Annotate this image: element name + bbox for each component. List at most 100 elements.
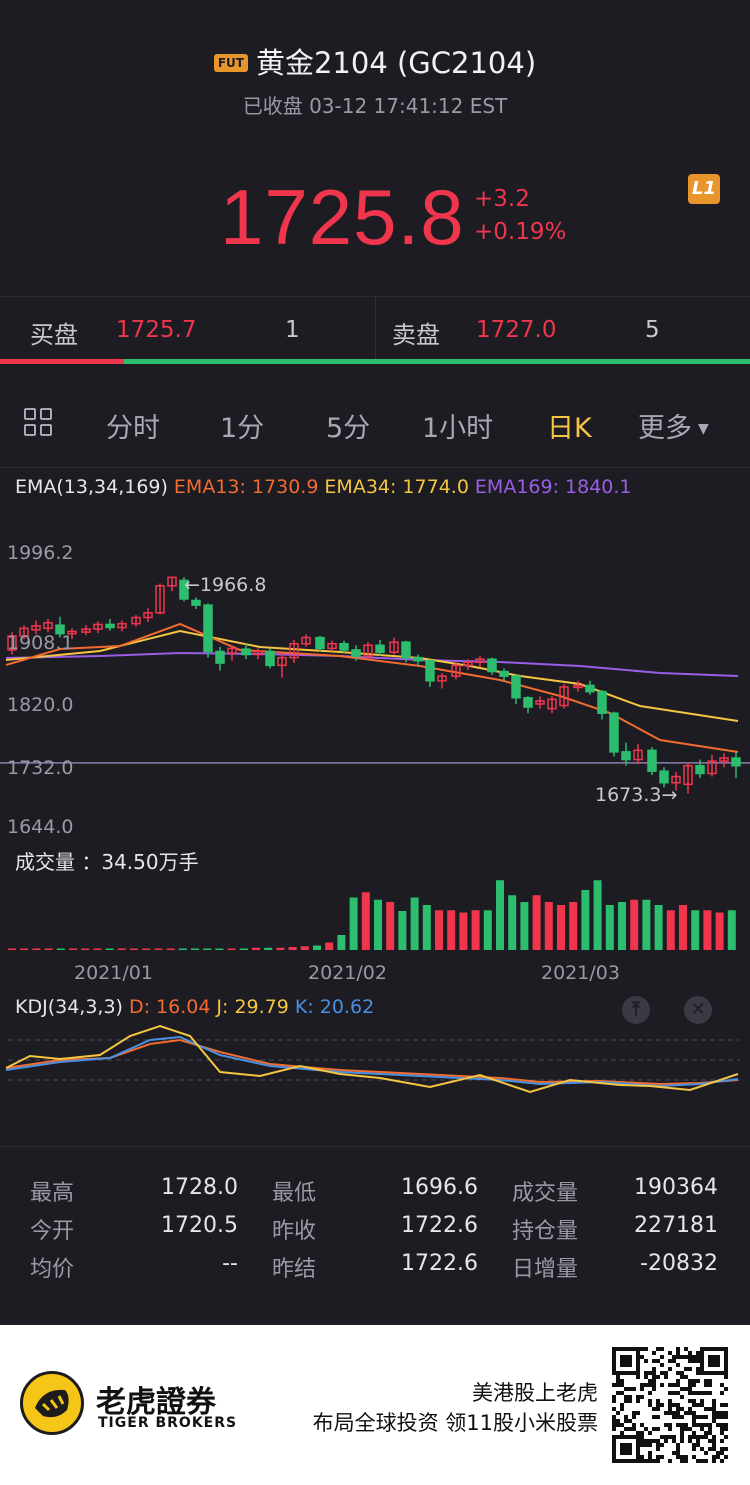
candle-body [167,576,177,587]
volume-bar [69,948,77,950]
volume-bar [20,948,29,950]
candle-body [523,697,533,708]
price-change-block: +3.2 +0.19% [474,183,566,249]
candle-body [93,623,103,630]
volume-bar [581,890,590,950]
candle-body [547,698,557,710]
volume-legend: 成交量 ：34.50万手 [15,850,199,874]
volume-bar [300,946,309,950]
candle-body [511,675,521,699]
volume-bar [288,947,297,950]
candle-body [451,664,461,677]
volume-bar [654,905,663,950]
tab-1min[interactable]: 1分 [220,413,265,444]
candle-body [401,641,411,659]
candle-body [155,585,165,614]
market-status: 已收盘 03-12 17:41:12 EST [242,94,508,118]
price-axis-mid: 1820.0 [7,694,74,716]
promo-slogan-1: 美港股上老虎 [472,1381,598,1405]
futures-badge: FUT [213,54,248,72]
kline-chart[interactable] [0,510,750,1140]
tab-5min[interactable]: 5分 [326,413,371,444]
volume-bar [227,948,236,950]
candle-body [659,770,669,784]
promo-footer: 老虎證券 TIGER BROKERS 美港股上老虎 布局全球投资 领11股小米股… [0,1325,750,1485]
pin-top-icon[interactable]: ⤒ [622,996,650,1024]
level1-badge[interactable]: L1 [688,174,720,204]
volume-bar [374,899,382,950]
candle-body [487,658,497,673]
close-icon[interactable]: ✕ [684,996,712,1024]
tab-more-label: 更多 [638,413,692,444]
kdj-j-line [5,1024,739,1094]
stat-prev-settle: 1722.6 [401,1251,478,1276]
candle-body [253,650,263,656]
candle-body [265,650,275,667]
instrument-title-row: FUT 黄金2104 (GC2104) [0,40,750,82]
last-price: 1725.8 [220,173,465,261]
candle-body [647,749,657,772]
tab-intraday[interactable]: 分时 [106,413,160,444]
stat-high: 1728.0 [161,1175,238,1200]
stat-oi-change: -20832 [640,1251,718,1276]
volume-bar [508,895,517,950]
tab-1hour[interactable]: 1小时 [422,413,494,444]
candle-body [327,642,337,650]
ema169-value: EMA169: 1840.1 [474,476,632,498]
volume-bar [361,892,370,950]
stat-open-label: 今开 [30,1219,75,1244]
candle-body [55,624,65,635]
candle-body [351,649,361,657]
volume-bar [471,910,480,950]
candle-body [559,686,569,707]
volume-bar [459,912,468,950]
volume-bar [715,912,724,950]
ema-legend: EMA(13,34,169) EMA13: 1730.9 EMA34: 1774.0… [15,476,638,498]
candle-body [573,684,583,689]
stat-prev-close: 1722.6 [401,1213,478,1238]
qr-code-icon [612,1347,728,1463]
volume-bar [166,948,175,950]
candle-body [315,636,325,650]
price-change-pct: +0.19% [474,219,567,245]
instrument-title: 黄金2104 (GC2104) [255,46,537,80]
stat-high-label: 最高 [30,1181,75,1206]
volume-bar [557,905,565,950]
kdj-legend: KDJ(34,3,3) D: 16.04 J: 29.79 K: 20.62 [15,996,380,1018]
volume-bar [349,897,358,950]
stats-panel: 最高 1728.0 今开 1720.5 均价 -- 最低 1696.6 昨收 1… [0,1146,750,1314]
volume-bar [520,902,529,950]
candle-body [31,625,41,631]
price-axis-max: 1996.2 [7,542,74,564]
volume-bar [727,910,736,950]
volume-bar [544,902,553,950]
chevron-down-icon: ▼ [698,421,709,437]
bid-price: 1725.7 [116,317,197,343]
candle-body [81,628,91,633]
tiger-logo-icon [20,1371,84,1435]
candle-body [719,757,729,762]
ema34-line [5,629,739,722]
candle-body [215,650,225,664]
ask-qty: 5 [645,317,660,343]
brand-name-en: TIGER BROKERS [98,1415,238,1431]
tab-daily[interactable]: 日K [547,413,592,444]
candle-body [621,751,631,761]
volume-bar [618,902,626,950]
candle-body [339,642,349,651]
volume-bar [313,945,321,950]
stat-oi-label: 持仓量 [512,1219,579,1244]
stat-prev-close-label: 昨收 [272,1219,317,1244]
tab-more[interactable]: 更多 ▼ [638,406,709,445]
grid-icon[interactable] [24,408,56,440]
volume-bar [154,948,163,950]
candle-body [585,684,595,693]
candle-body [277,656,287,667]
ema169-line [5,651,739,677]
volume-bar [215,948,224,950]
kdj-d: D: 16.04 [128,996,211,1018]
volume-bar [325,942,334,950]
volume-bar [532,895,541,950]
volume-bar [605,905,614,950]
candle-body [671,775,681,784]
